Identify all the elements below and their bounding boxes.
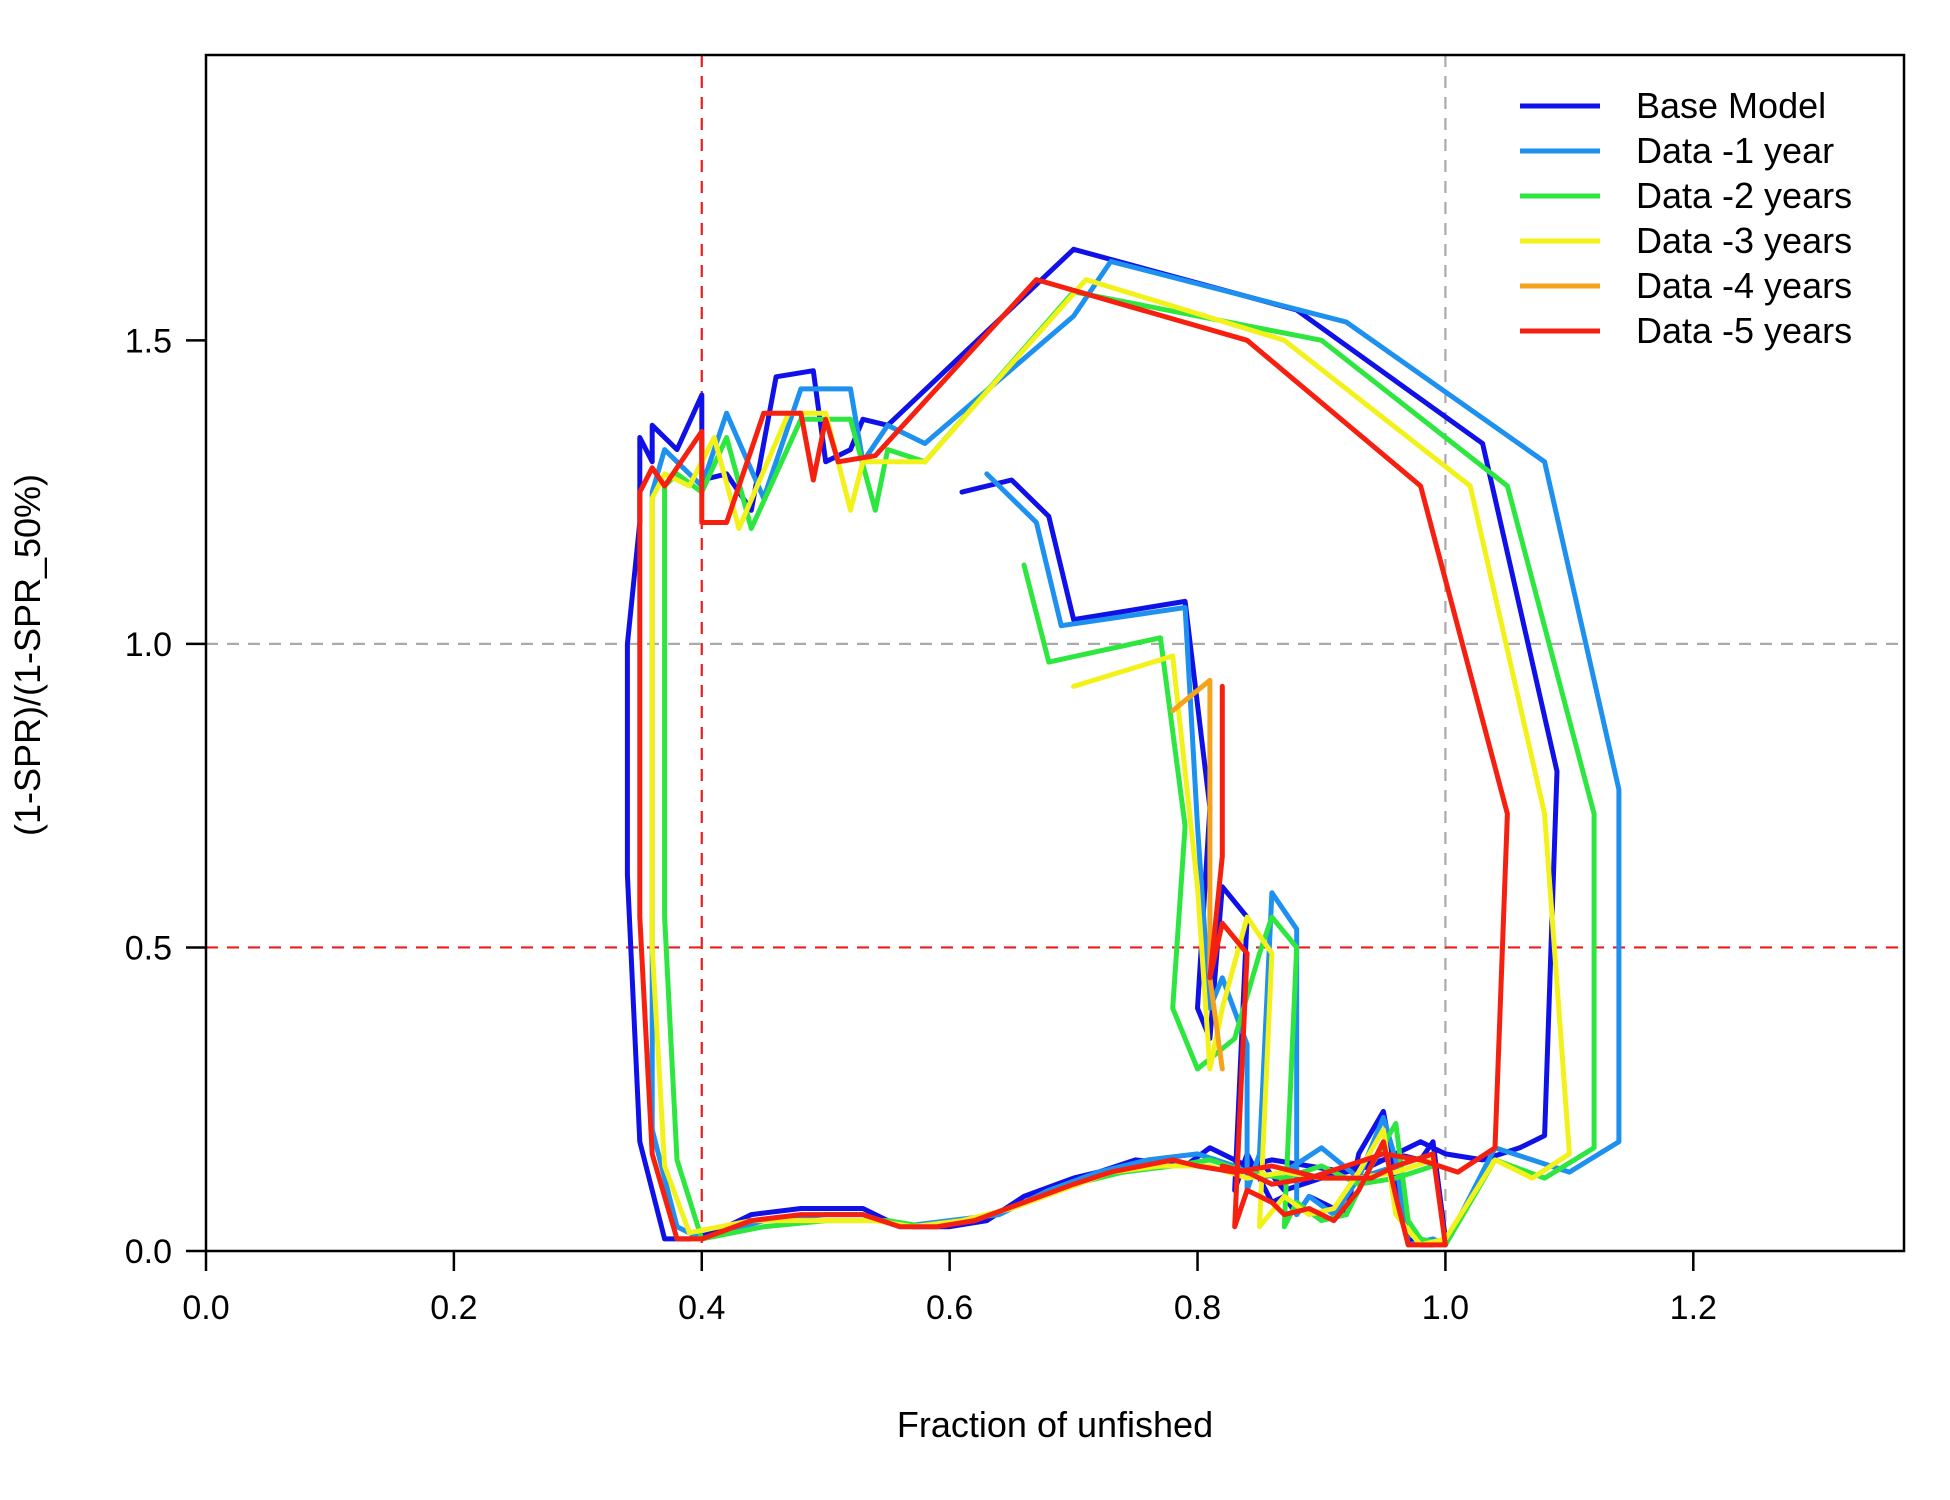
y-axis-title: (1-SPR)/(1-SPR_50%) [7,474,48,836]
legend-label-1: Data -1 year [1636,130,1834,171]
x-tick-label-6: 1.2 [1670,1289,1717,1327]
series-line-0 [624,246,1560,1248]
plot-frame [204,53,1906,1253]
x-tick-label-1: 0.2 [430,1289,477,1327]
series-line-1 [649,258,1622,1248]
y-tick-label-0: 0.0 [125,1233,172,1271]
legend-label-4: Data -4 years [1636,265,1852,306]
series-lines [624,246,1622,1248]
x-axis: 0.0 0.2 0.4 0.6 0.8 1.0 1.2 [182,1251,1717,1327]
reference-lines [206,55,1904,1251]
y-tick-label-1: 0.5 [125,929,172,967]
x-tick-label-5: 1.0 [1422,1289,1469,1327]
y-tick-label-3: 1.5 [125,322,172,360]
y-axis: 0.0 0.5 1.0 1.5 [125,322,206,1271]
legend-label-2: Data -2 years [1636,175,1852,216]
x-tick-label-3: 0.6 [926,1289,973,1327]
x-tick-label-2: 0.4 [678,1289,725,1327]
legend-label-3: Data -3 years [1636,220,1852,261]
series-line-5 [637,277,1510,1248]
x-tick-label-4: 0.8 [1174,1289,1221,1327]
x-axis-title: Fraction of unfished [897,1404,1213,1445]
series-line-4 [1170,677,1225,1072]
x-tick-label-0: 0.0 [182,1289,229,1327]
y-tick-label-2: 1.0 [125,626,172,664]
legend-label-5: Data -5 years [1636,310,1852,351]
legend-label-0: Base Model [1636,85,1826,126]
